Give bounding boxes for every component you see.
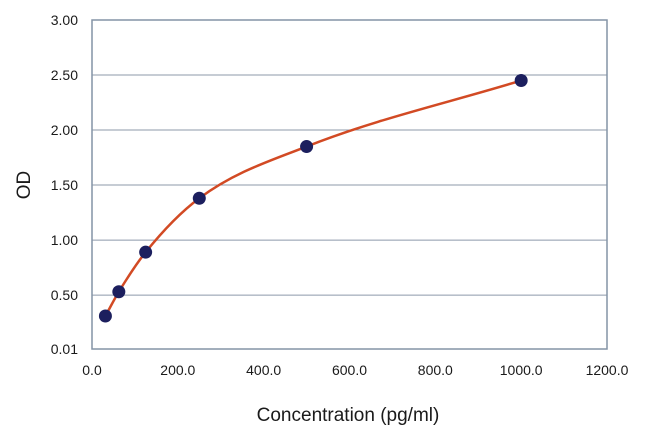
y-axis-title: OD	[14, 171, 35, 200]
x-tick-label: 800.0	[418, 362, 453, 378]
data-point	[139, 245, 153, 259]
data-points	[98, 74, 528, 323]
y-tick-label: 1.00	[51, 232, 78, 248]
x-tick-label: 1200.0	[586, 362, 629, 378]
gridlines	[92, 74, 607, 296]
y-axis-tick-labels: 0.01 0.50 1.00 1.50 2.00 2.50 3.00	[51, 12, 78, 357]
plot-frame	[91, 19, 608, 350]
x-tick-label: 200.0	[160, 362, 195, 378]
data-point	[300, 140, 314, 154]
y-tick-label: 0.01	[51, 341, 78, 357]
x-tick-label: 600.0	[332, 362, 367, 378]
data-point	[98, 309, 112, 323]
data-point	[192, 191, 206, 205]
x-axis-tick-labels: 0.0 200.0 400.0 600.0 800.0 1000.0 1200.0	[82, 362, 628, 378]
y-tick-label: 3.00	[51, 12, 78, 28]
data-point	[112, 285, 126, 299]
fit-curve-line	[104, 79, 523, 318]
y-tick-label: 0.50	[51, 287, 78, 303]
x-axis-title: Concentration (pg/ml)	[257, 405, 440, 426]
x-tick-label: 400.0	[246, 362, 281, 378]
data-point	[514, 74, 528, 88]
y-tick-label: 1.50	[51, 177, 78, 193]
y-tick-label: 2.50	[51, 67, 78, 83]
x-tick-label: 1000.0	[500, 362, 543, 378]
x-tick-label: 0.0	[82, 362, 102, 378]
y-tick-label: 2.00	[51, 122, 78, 138]
